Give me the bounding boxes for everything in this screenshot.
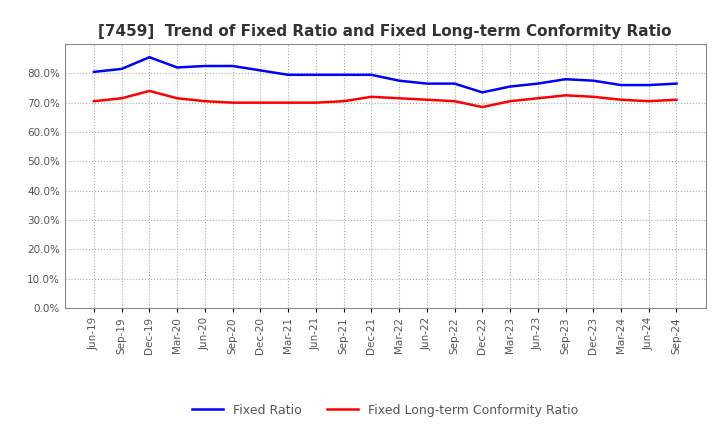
Fixed Long-term Conformity Ratio [561, 93, 570, 98]
Fixed Ratio [589, 78, 598, 83]
Fixed Ratio [201, 63, 210, 69]
Fixed Ratio [256, 68, 265, 73]
Fixed Ratio [478, 90, 487, 95]
Line: Fixed Long-term Conformity Ratio: Fixed Long-term Conformity Ratio [94, 91, 677, 107]
Fixed Ratio [672, 81, 681, 86]
Fixed Long-term Conformity Ratio [644, 99, 653, 104]
Fixed Long-term Conformity Ratio [312, 100, 320, 105]
Fixed Long-term Conformity Ratio [228, 100, 237, 105]
Fixed Ratio [367, 72, 376, 77]
Fixed Ratio [284, 72, 292, 77]
Fixed Long-term Conformity Ratio [478, 104, 487, 110]
Fixed Long-term Conformity Ratio [256, 100, 265, 105]
Fixed Ratio [423, 81, 431, 86]
Fixed Ratio [616, 82, 625, 88]
Fixed Ratio [450, 81, 459, 86]
Fixed Long-term Conformity Ratio [367, 94, 376, 99]
Fixed Long-term Conformity Ratio [145, 88, 154, 94]
Fixed Long-term Conformity Ratio [395, 95, 403, 101]
Fixed Long-term Conformity Ratio [616, 97, 625, 103]
Fixed Long-term Conformity Ratio [534, 95, 542, 101]
Fixed Ratio [173, 65, 181, 70]
Fixed Long-term Conformity Ratio [339, 99, 348, 104]
Fixed Ratio [339, 72, 348, 77]
Fixed Long-term Conformity Ratio [201, 99, 210, 104]
Fixed Long-term Conformity Ratio [284, 100, 292, 105]
Fixed Long-term Conformity Ratio [672, 97, 681, 103]
Fixed Ratio [561, 77, 570, 82]
Fixed Ratio [644, 82, 653, 88]
Fixed Ratio [117, 66, 126, 72]
Fixed Long-term Conformity Ratio [173, 95, 181, 101]
Fixed Long-term Conformity Ratio [117, 95, 126, 101]
Fixed Ratio [89, 69, 98, 74]
Fixed Long-term Conformity Ratio [89, 99, 98, 104]
Legend: Fixed Ratio, Fixed Long-term Conformity Ratio: Fixed Ratio, Fixed Long-term Conformity … [187, 399, 583, 422]
Fixed Ratio [312, 72, 320, 77]
Fixed Ratio [505, 84, 514, 89]
Fixed Long-term Conformity Ratio [589, 94, 598, 99]
Fixed Long-term Conformity Ratio [450, 99, 459, 104]
Fixed Ratio [228, 63, 237, 69]
Fixed Ratio [534, 81, 542, 86]
Fixed Long-term Conformity Ratio [505, 99, 514, 104]
Fixed Ratio [145, 55, 154, 60]
Title: [7459]  Trend of Fixed Ratio and Fixed Long-term Conformity Ratio: [7459] Trend of Fixed Ratio and Fixed Lo… [99, 24, 672, 39]
Line: Fixed Ratio: Fixed Ratio [94, 57, 677, 92]
Fixed Long-term Conformity Ratio [423, 97, 431, 103]
Fixed Ratio [395, 78, 403, 83]
